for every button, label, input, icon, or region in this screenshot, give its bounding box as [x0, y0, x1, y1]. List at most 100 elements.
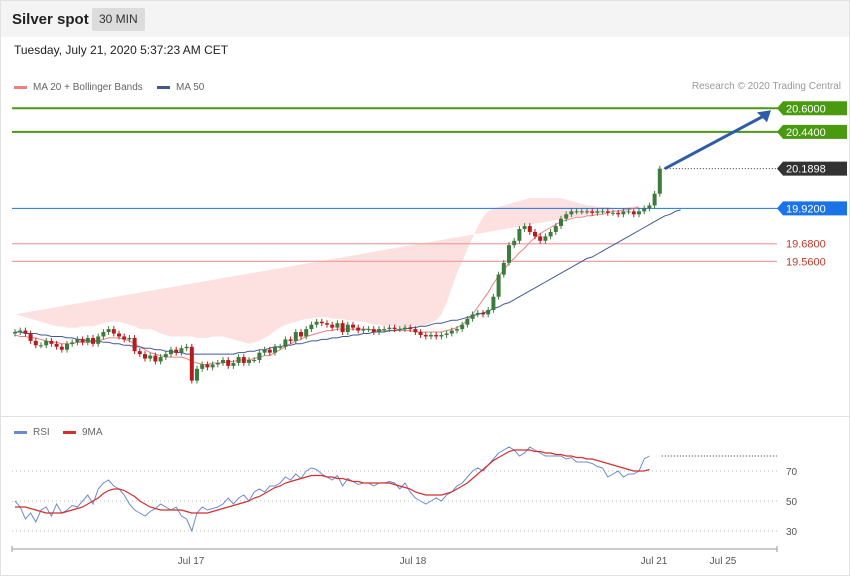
candle-body: [122, 336, 127, 340]
candle-body: [59, 346, 64, 350]
candle: [366, 326, 371, 333]
candle: [527, 223, 532, 235]
candle-body: [616, 212, 621, 215]
candle: [475, 309, 480, 318]
time-axis-label: Jul 21: [641, 556, 668, 567]
candle: [153, 352, 158, 365]
candle-body: [340, 323, 345, 333]
candle: [169, 346, 173, 358]
candle: [127, 334, 132, 343]
candle: [49, 337, 54, 347]
candle: [44, 337, 49, 349]
candle: [205, 361, 210, 371]
legend-ma20: MA 20 + Bollinger Bands: [14, 82, 143, 93]
candle-body: [91, 337, 95, 344]
candle: [273, 343, 277, 356]
candle: [434, 332, 439, 340]
candle: [345, 321, 350, 335]
candle-body: [174, 349, 179, 353]
candle: [517, 226, 522, 244]
resistance-tag: [777, 101, 847, 116]
candle-body: [293, 332, 298, 341]
candle: [579, 208, 584, 215]
candle: [496, 271, 501, 300]
level-label-pivot: 19.9200: [786, 203, 826, 215]
candle: [351, 321, 355, 331]
candle-body: [252, 360, 257, 362]
candle-body: [335, 323, 340, 328]
level-label-resistance: 20.6000: [786, 103, 826, 115]
candle-body: [543, 236, 548, 241]
candle: [637, 208, 641, 218]
candle-body: [408, 327, 413, 330]
candle-body: [257, 352, 262, 361]
candle-body: [210, 364, 215, 368]
candle: [481, 309, 485, 318]
bollinger-band: [15, 198, 639, 344]
timeframe-button[interactable]: 30 MIN: [92, 8, 145, 31]
candle: [621, 208, 626, 218]
candle-body: [111, 329, 116, 334]
pivot-tag: [777, 201, 847, 216]
candle-body: [460, 324, 465, 330]
candle: [23, 327, 28, 337]
candle: [122, 333, 127, 343]
candle-body: [392, 327, 397, 330]
candle: [257, 349, 262, 363]
candle-body: [351, 324, 355, 328]
target-arrow-head: [757, 110, 771, 123]
candle: [626, 208, 631, 215]
candle: [319, 318, 324, 327]
candle-body: [215, 362, 220, 365]
last-tag: [777, 161, 847, 176]
candle: [590, 208, 595, 216]
candle-body: [75, 339, 80, 343]
candle: [158, 354, 163, 365]
candle-body: [590, 211, 595, 213]
candle-body: [657, 168, 662, 194]
candle-body: [647, 205, 652, 209]
candle: [163, 351, 168, 361]
candle-body: [475, 312, 480, 315]
legend-9ma: 9MA: [63, 427, 103, 438]
candle: [210, 361, 215, 371]
candle-body: [574, 211, 579, 213]
candle-body: [621, 211, 626, 215]
candle: [221, 357, 225, 366]
timestamp: Tuesday, July 21, 2020 5:37:23 AM CET: [14, 43, 229, 57]
ma50-line: [15, 209, 681, 355]
time-axis-label: Jul 17: [178, 556, 205, 567]
candle: [543, 233, 548, 244]
candle: [75, 336, 80, 346]
candle: [382, 326, 387, 333]
candle: [96, 333, 101, 347]
candle-body: [236, 357, 241, 363]
candle: [501, 259, 506, 278]
candle-body: [195, 368, 199, 381]
candle: [304, 326, 309, 340]
target-arrow-line: [664, 113, 766, 170]
rsi-tick-label: 50: [786, 497, 798, 508]
level-label-support: 19.6800: [786, 239, 826, 251]
candle-body: [501, 262, 506, 275]
candle: [241, 354, 246, 366]
candle: [533, 229, 537, 240]
candle-body: [569, 211, 574, 215]
candle-body: [429, 334, 433, 337]
candle: [330, 321, 335, 331]
candle-body: [325, 323, 329, 325]
candle: [465, 315, 470, 328]
candle-body: [44, 340, 49, 346]
candle: [418, 329, 423, 338]
candle-body: [96, 336, 101, 344]
candle: [522, 223, 527, 232]
candle-body: [600, 211, 605, 213]
candle-body: [13, 332, 17, 334]
candle-body: [319, 321, 324, 324]
candle-body: [101, 332, 106, 337]
candle-body: [371, 329, 376, 333]
candle-body: [299, 332, 303, 337]
candle-body: [127, 337, 132, 340]
candle: [101, 329, 106, 340]
candle-body: [449, 330, 454, 334]
